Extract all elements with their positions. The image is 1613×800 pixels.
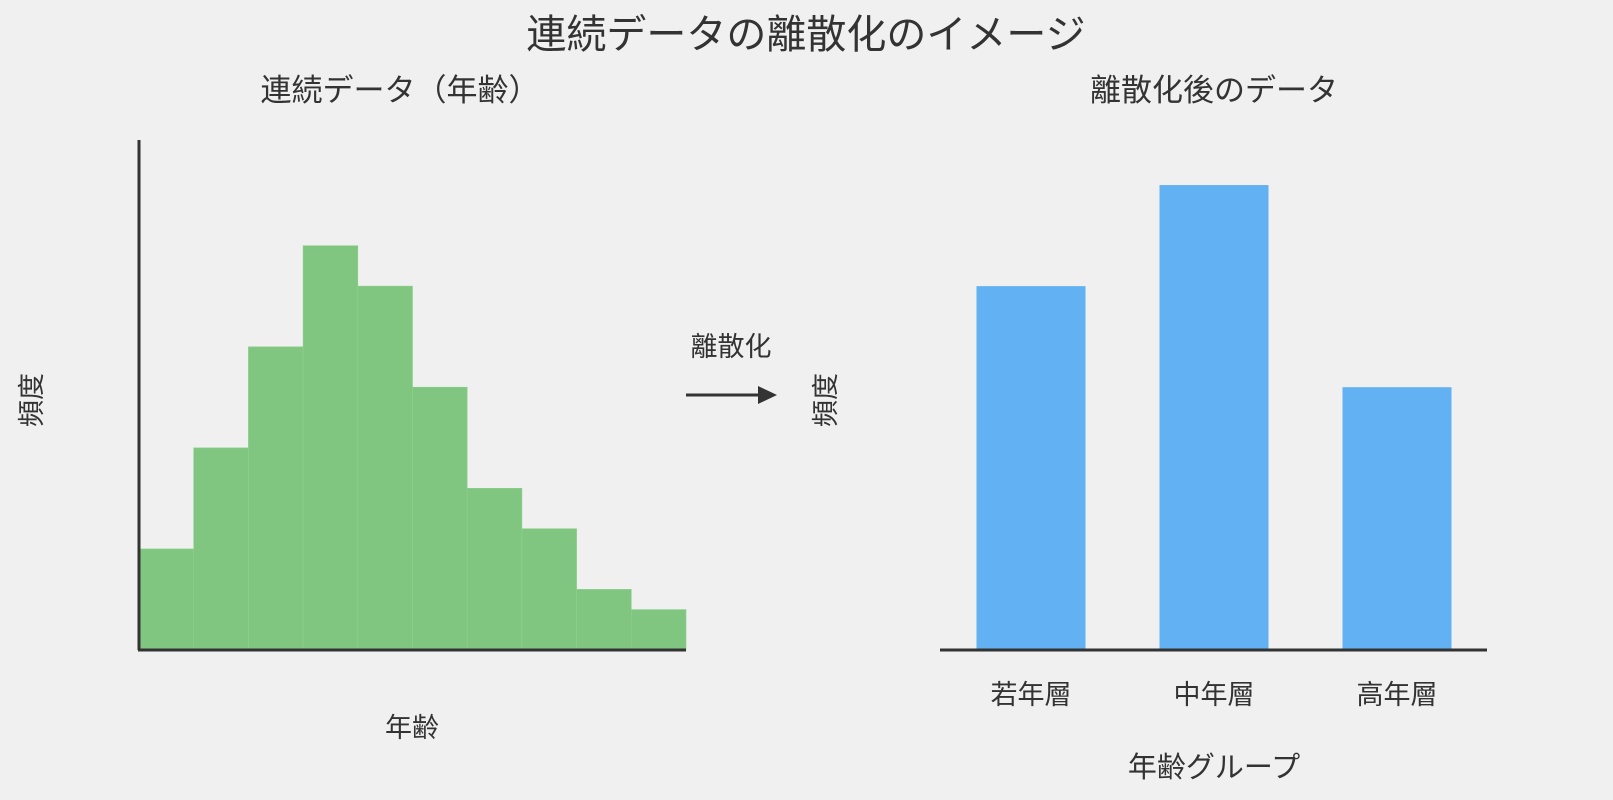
histogram-bar bbox=[193, 447, 249, 651]
histogram-bars bbox=[138, 245, 687, 651]
histogram-bar bbox=[248, 346, 304, 651]
category-tick-labels: 若年層 中年層 高年層 bbox=[991, 680, 1438, 711]
histogram-bar bbox=[576, 589, 632, 651]
histogram-y-label: 頻度 bbox=[17, 373, 48, 427]
category-bar bbox=[1159, 185, 1269, 650]
histogram-bar bbox=[466, 487, 523, 651]
category-tick-label: 高年層 bbox=[1357, 680, 1438, 711]
arrow-head bbox=[758, 386, 777, 404]
histogram-bar bbox=[302, 245, 359, 651]
histogram-title: 連続データ（年齢） bbox=[261, 73, 540, 109]
discretize-arrow: 離散化 bbox=[686, 332, 777, 404]
category-bar bbox=[976, 286, 1086, 650]
discrete-bar-chart: 離散化後のデータ 年齢グループ 頻度 若年層 中年層 高年層 bbox=[811, 73, 1487, 784]
bar-chart-x-label: 年齢グループ bbox=[1128, 750, 1300, 784]
figure-title: 連続データの離散化のイメージ bbox=[526, 12, 1085, 58]
category-bar bbox=[1342, 387, 1452, 650]
histogram-bar bbox=[630, 609, 687, 651]
histogram-x-label: 年齢 bbox=[385, 713, 439, 744]
histogram-bar bbox=[357, 285, 413, 651]
category-tick-label: 若年層 bbox=[991, 680, 1072, 711]
bar-chart-title: 離散化後のデータ bbox=[1090, 73, 1338, 109]
histogram-bar bbox=[138, 548, 195, 651]
histogram-chart: 連続データ（年齢） 年齢 頻度 bbox=[17, 73, 687, 744]
histogram-bar bbox=[412, 386, 468, 651]
bar-chart-y-label: 頻度 bbox=[811, 373, 842, 427]
histogram-bar bbox=[521, 528, 577, 651]
category-tick-label: 中年層 bbox=[1174, 680, 1255, 711]
arrow-label: 離散化 bbox=[691, 332, 772, 363]
category-bars bbox=[976, 185, 1452, 650]
